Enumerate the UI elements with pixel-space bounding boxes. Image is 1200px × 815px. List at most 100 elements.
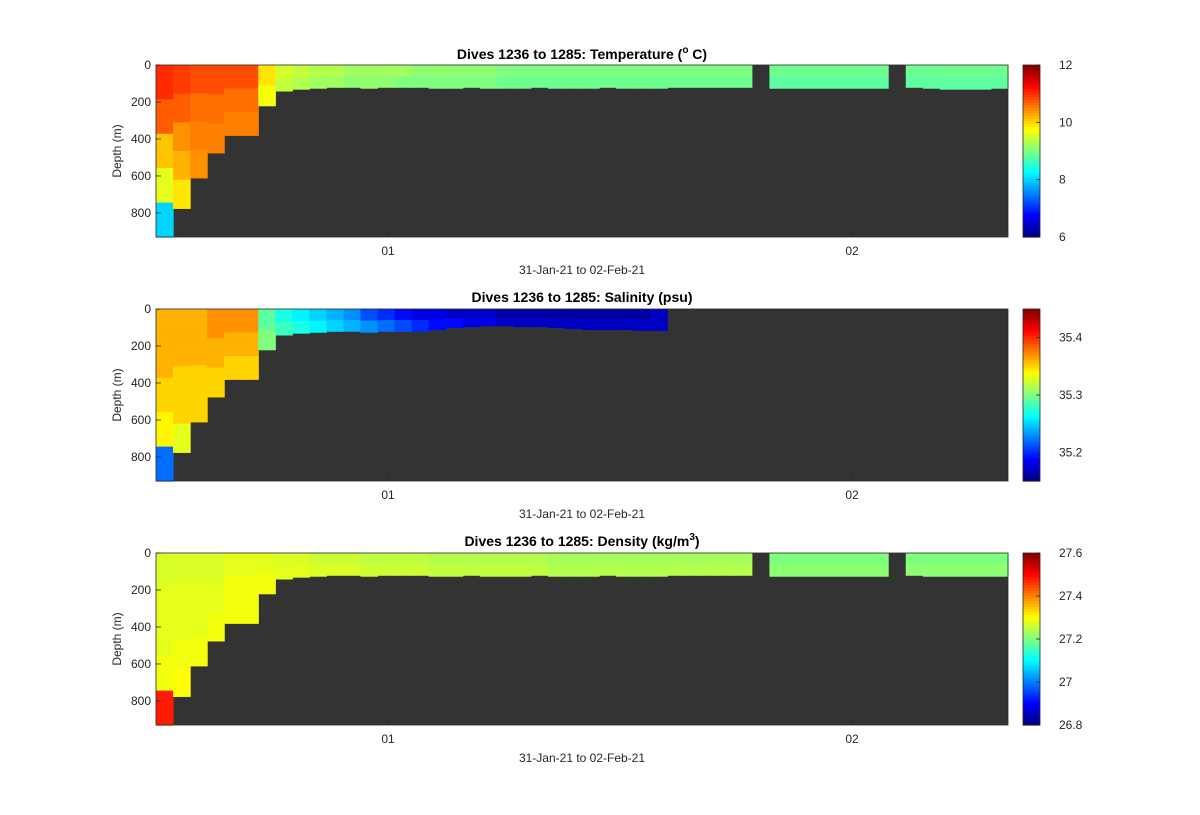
- heatmap-cell: [292, 553, 310, 566]
- title-end: ): [695, 533, 700, 549]
- colorbar-segment: [1023, 343, 1040, 348]
- colorbar-segment: [1023, 234, 1040, 238]
- heatmap-cell: [224, 88, 242, 113]
- colorbar-segment: [1023, 569, 1040, 573]
- gap-column: [888, 553, 907, 725]
- colorbar-segment: [1023, 124, 1040, 128]
- heatmap-cell: [530, 76, 549, 88]
- colorbar-tick-label: 27.2: [1059, 632, 1083, 646]
- colorbar-segment: [1023, 70, 1040, 74]
- heatmap-cell: [786, 76, 805, 89]
- heatmap-cell: [667, 553, 685, 565]
- colorbar-segment: [1023, 212, 1040, 217]
- heatmap-cell: [275, 309, 293, 323]
- heatmap-cell: [820, 564, 839, 577]
- heatmap-cell: [360, 320, 379, 333]
- heatmap-cell: [547, 309, 566, 319]
- heatmap-cell: [513, 76, 532, 89]
- heatmap-cell: [445, 65, 464, 78]
- colorbar-segment: [1023, 341, 1040, 345]
- heatmap-cell: [462, 309, 481, 319]
- panel-title: Dives 1236 to 1285: Salinity (psu): [472, 289, 693, 305]
- heatmap-cell: [479, 76, 498, 89]
- heatmap-cell: [599, 553, 617, 565]
- colorbar-segment: [1023, 220, 1040, 225]
- heatmap-cell: [650, 65, 668, 78]
- y-tick-label: 200: [131, 95, 151, 109]
- heatmap-cell: [241, 111, 259, 136]
- heatmap-cell: [394, 76, 413, 88]
- heatmap-cell: [377, 320, 396, 332]
- heatmap-cell: [173, 179, 191, 209]
- heatmap-cell: [496, 309, 515, 318]
- colorbar-segment: [1023, 695, 1040, 699]
- heatmap-cell: [462, 65, 481, 77]
- colorbar-segment: [1023, 360, 1040, 364]
- colorbar-segment: [1023, 183, 1040, 187]
- heatmap-cell: [326, 320, 345, 332]
- colorbar-segment: [1023, 438, 1040, 442]
- colorbar-segment: [1023, 365, 1040, 369]
- colorbar-segment: [1023, 210, 1040, 214]
- heatmap-cell: [633, 76, 651, 89]
- y-axis-ticks: 0 200 400 600 800: [131, 58, 161, 220]
- heatmap-cell: [956, 65, 975, 78]
- colorbar-segment: [1023, 362, 1040, 367]
- colorbar-segment: [1023, 151, 1040, 155]
- title-text: Dives 1236 to 1285: Temperature (: [457, 46, 683, 62]
- colorbar-segment: [1023, 630, 1040, 635]
- heatmap-cell: [616, 564, 634, 577]
- heatmap-cell: [445, 309, 464, 319]
- axes-frame: [155, 64, 1009, 238]
- colorbar-segment: [1023, 145, 1040, 149]
- heatmap-cell: [173, 309, 191, 339]
- x-tick-label: 01: [381, 488, 395, 502]
- colorbar-segment: [1023, 89, 1040, 93]
- heatmap-cell: [275, 553, 293, 567]
- heatmap-cell: [854, 564, 873, 577]
- heatmap-cell: [241, 599, 259, 624]
- colorbar-tick-label: 8: [1059, 173, 1066, 187]
- heatmap-cell: [547, 318, 566, 329]
- colorbar-segment: [1023, 459, 1040, 463]
- axes-frame: [155, 552, 1009, 726]
- heatmap-cell: [479, 317, 498, 327]
- colorbar-segment: [1023, 83, 1040, 88]
- heatmap-cell: [292, 565, 310, 578]
- heatmap-cell: [905, 564, 924, 576]
- heatmap-cell: [173, 667, 191, 697]
- heatmap-cell: [803, 564, 822, 577]
- heatmap-cell: [956, 77, 975, 90]
- colorbar-segment: [1023, 416, 1040, 420]
- colorbar-segment: [1023, 116, 1040, 120]
- y-axis-label: Depth (m): [110, 368, 124, 421]
- y-tick-label: 400: [131, 132, 151, 146]
- heatmap-cell: [156, 133, 174, 169]
- colorbar-segment: [1023, 628, 1040, 632]
- heatmap-cell: [462, 317, 481, 328]
- heatmap-cell: [633, 309, 651, 321]
- colorbar-segment: [1023, 78, 1040, 82]
- heatmap-cell: [837, 553, 856, 566]
- heatmap-cell: [769, 76, 788, 89]
- x-tick-label: 01: [381, 244, 395, 258]
- colorbar-segment: [1023, 716, 1040, 721]
- colorbar-segment: [1023, 698, 1040, 702]
- heatmap-cell: [769, 553, 788, 566]
- panel-title: Dives 1236 to 1285: Temperature (o C): [457, 45, 707, 62]
- heatmap-cell: [377, 564, 396, 576]
- heatmap-cell: [292, 309, 310, 322]
- colorbar-segment: [1023, 668, 1040, 672]
- heatmap-cell: [224, 599, 242, 624]
- axes-frame: [155, 308, 1009, 482]
- colorbar-segment: [1023, 314, 1040, 318]
- heatmap-cell: [956, 553, 975, 566]
- colorbar-segment: [1023, 722, 1040, 726]
- colorbar-segment: [1023, 443, 1040, 447]
- heatmap-cell: [224, 553, 242, 578]
- colorbar: 6 8 10 12: [1022, 58, 1073, 244]
- colorbar-segment: [1023, 381, 1040, 385]
- colorbar-segment: [1023, 606, 1040, 611]
- colorbar-tick-label: 27.4: [1059, 589, 1083, 603]
- colorbar-segment: [1023, 703, 1040, 707]
